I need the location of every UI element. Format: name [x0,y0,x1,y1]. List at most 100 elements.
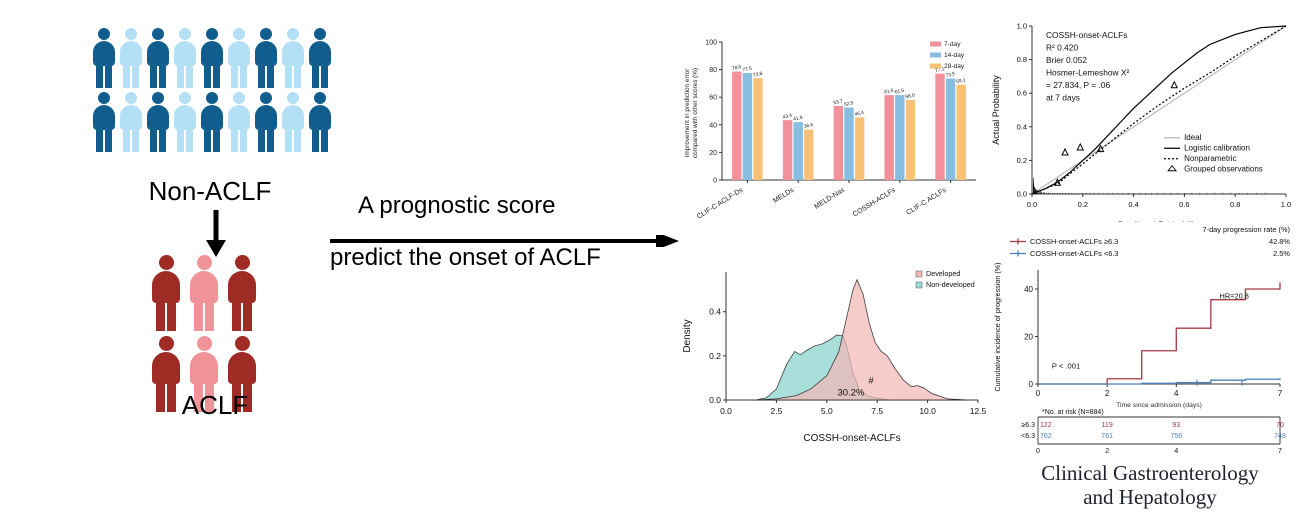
legend-label: Nonparametric [1184,154,1236,163]
y-axis-title: Improvement in prediction error [684,68,691,158]
non-aclf-person-icon [227,28,251,88]
x-tick-label: 7.5 [871,406,883,416]
legend-swatch [930,41,941,47]
bar-value-label: 78.6 [731,64,742,72]
aclf-person-icon [188,336,220,412]
aclf-person-icon [226,255,258,331]
risk-table-cell: 748 [1274,433,1286,440]
legend-title: 7-day progression rate (%) [1203,225,1291,234]
risk-table-cell: 762 [1040,433,1052,440]
x-tick-label: 0.8 [1230,200,1240,209]
legend-label: COSSH-onset-ACLFs ≥6.3 [1030,237,1118,246]
y-tick-label: 80 [709,67,717,74]
non-aclf-person-icon [173,92,197,152]
legend-swatch [915,270,923,278]
non-aclf-person-icon [227,92,251,152]
y-tick-label: 20 [1024,333,1033,342]
y-axis-title: compared with other scores (%) [692,68,699,158]
x-tick-label: 1.0 [1281,200,1291,209]
step-curve [1038,378,1281,385]
bar [753,78,763,180]
aclf-person-icon [226,336,258,412]
bar-value-label: 73.8 [753,71,764,79]
bar [844,107,854,180]
bar [956,84,966,180]
calibration-chart-svg: 0.00.20.40.60.81.00.00.20.40.60.81.0Pred… [991,22,1291,231]
legend-marker [1167,165,1178,172]
bar-chart-svg: 0 20 40 60 80 100 Improvement in prediction er… [684,40,976,221]
bar-value-label: 58.0 [905,93,916,101]
y-tick-label: 40 [1024,285,1033,294]
grouped-observation-marker [1061,147,1069,156]
x-tick-label: 7 [1278,389,1283,398]
legend-swatch [915,281,923,289]
bar [905,99,916,180]
legend-label: 7-day [944,41,961,48]
legend-label: 14-day [944,52,965,59]
bar [742,73,753,180]
cumulative-incidence-chart-svg: 7-day progression rate (%) COSSH-onset-AC… [993,225,1291,455]
legend-label: Non-developed [926,280,975,289]
bar-value-label: 61.5 [894,88,905,96]
down-arrow-icon [196,210,236,258]
prediction-error-improvement-bar-chart: 0 20 40 60 80 100 Improvement in prediction er… [678,18,988,238]
non-aclf-person-icon [173,28,197,88]
legend-swatch [930,63,941,69]
x-tick-label: 2.5 [770,406,782,416]
y-tick-label: 40 [709,122,717,129]
non-aclf-person-icon [146,28,170,88]
density-annotation-marker: # [869,375,875,386]
y-tick-label: 0.2 [1017,156,1027,165]
non-aclf-person-icon [281,28,305,88]
legend-label: COSSH-onset-ACLFs <6.3 [1030,249,1119,258]
step-curve [1038,282,1281,385]
bar-value-label: 43.4 [782,113,793,121]
bar [804,129,814,180]
y-tick-label: 1.0 [1017,22,1027,31]
non-aclf-person-icon [281,92,305,152]
aclf-person-icon [150,255,182,331]
legend-label: Ideal [1184,133,1202,142]
non-aclf-person-icon [92,92,116,152]
bar [854,117,865,180]
density-annotation: 30.2% [838,388,865,399]
x-axis-title: Time since admission (days) [1116,402,1202,409]
risk-table-cell: 119 [1102,422,1113,429]
bar-value-label: 52.5 [844,100,855,108]
calibration-annotation: at 7 days [1046,93,1080,103]
y-axis-title: Density [682,319,693,352]
calibration-line [1031,25,1287,195]
legend-label: Developed [926,269,960,278]
bar [782,120,793,180]
x-tick-label: 10.0 [919,406,936,416]
aclf-label: ACLF [181,390,249,420]
legend-swatch [930,52,941,58]
bar [833,105,844,180]
bar-value-label: 69.1 [956,77,967,85]
x-tick-label: 0.0 [1027,200,1037,209]
x-axis-title: COSSH-onset-ACLFs [803,433,900,444]
bar-value-label: 45.4 [854,110,865,118]
non-aclf-row [92,92,332,152]
x-tick-label: MELD-Nas [813,186,846,210]
y-tick-label: 0.4 [1017,122,1027,131]
arrow-text-top: A prognostic score [358,192,556,219]
risk-table-x-tick-label: 0 [1036,448,1040,455]
x-tick-label: 0.6 [1179,200,1189,209]
risk-table-cell: 93 [1172,422,1180,429]
x-tick-label: 0.0 [720,406,732,416]
aclf-people-group [150,255,280,417]
bar-value-label: 41.9 [793,115,804,123]
x-tick-label: 2 [1105,389,1110,398]
calibration-line [1031,25,1287,195]
y-axis-title: Actual Probability [991,75,1001,145]
non-aclf-person-icon [200,92,224,152]
risk-table-cell: 761 [1101,433,1113,440]
x-tick-label: 0.2 [1078,200,1088,209]
bar-value-label: 53.7 [833,98,844,106]
legend-rate-value: 2.5% [1273,249,1290,258]
risk-table-row-label: ≥6.3 [1021,422,1035,429]
p-value-annotation: P < .001 [1052,362,1080,371]
non-aclf-person-icon [119,28,143,88]
non-aclf-person-icon [308,92,332,152]
